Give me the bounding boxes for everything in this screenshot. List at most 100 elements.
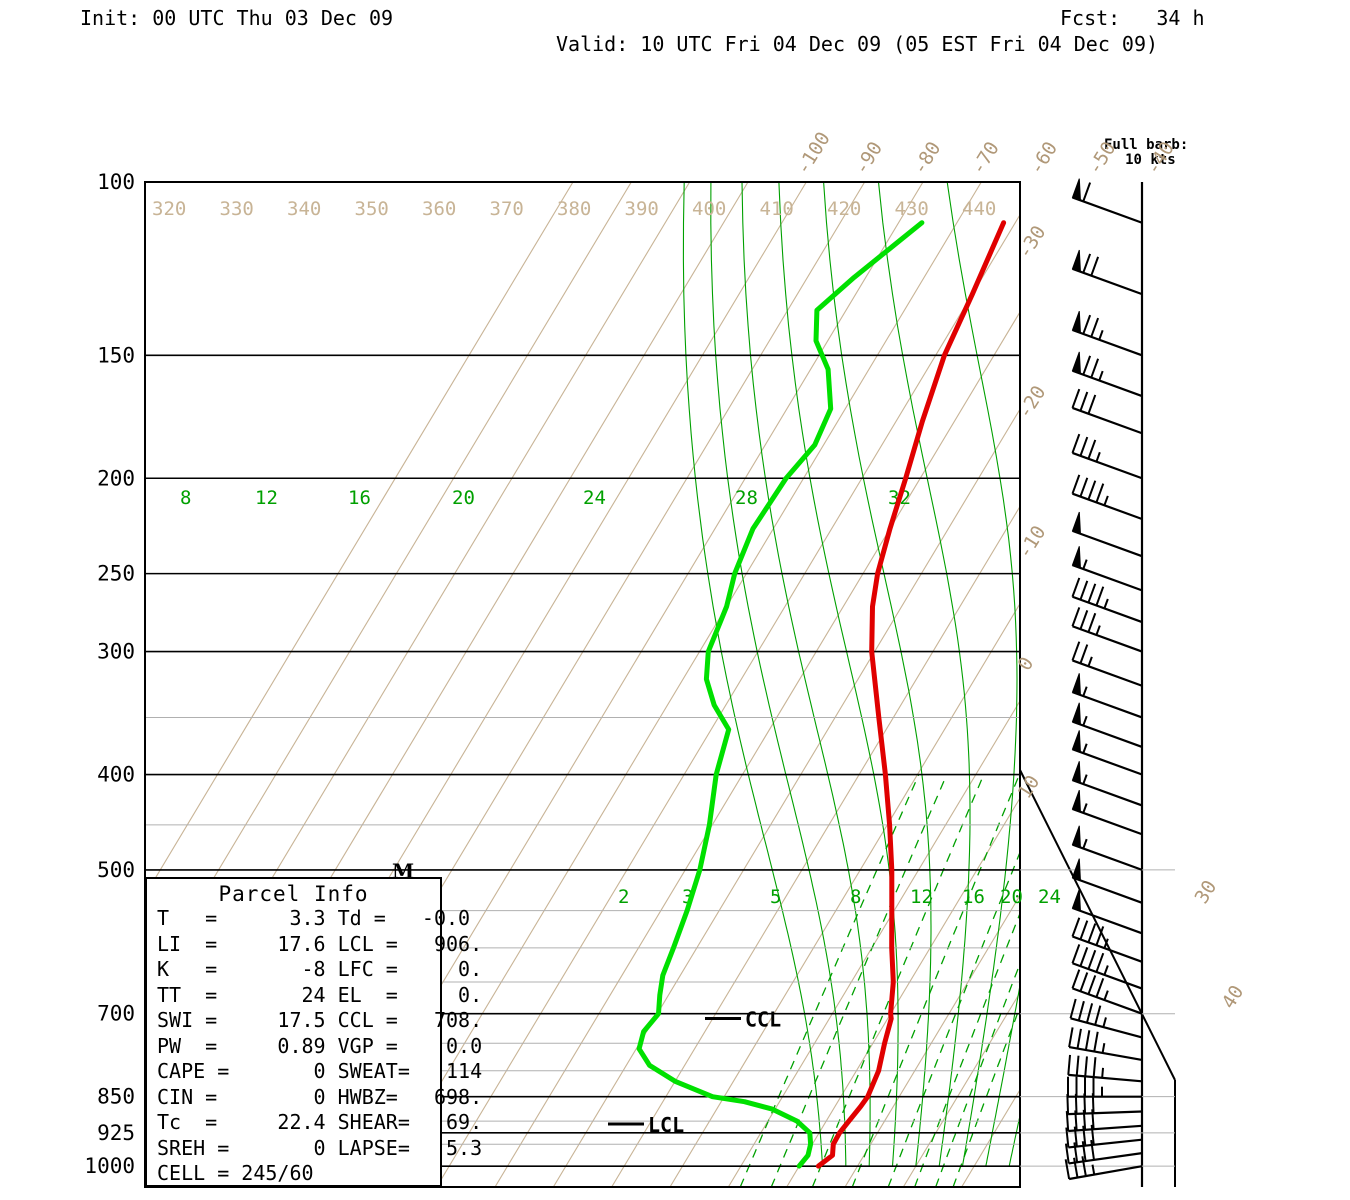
wind-barb-legend: Full barb: 10 kts	[1104, 137, 1189, 168]
pressure-tick-label: 700	[97, 1002, 135, 1026]
mixing-ratio-label: 12	[910, 886, 933, 908]
dewpoint-trace	[636, 220, 925, 1169]
dry-adiabat-label: 420	[827, 198, 861, 220]
parcel-info-rows: T = 3.3 Td = -0.0 LI = 17.6 LCL = 906. K =…	[147, 906, 483, 1187]
wind-barb	[1071, 641, 1143, 687]
dry-adiabat-label: 340	[287, 198, 321, 220]
wind-barb	[1071, 917, 1143, 963]
parcel-info-panel: Parcel Info T = 3.3 Td = -0.0 LI = 17.6 L…	[145, 877, 483, 1187]
parcel-info-row: CIN = 0 HWBZ= 698.	[157, 1084, 483, 1109]
wind-barb	[1071, 969, 1143, 1015]
isotherm-label-right: 10	[1014, 772, 1045, 803]
isotherm-label-top: -100	[792, 128, 835, 178]
wind-barb	[1067, 1054, 1143, 1083]
wind-barb	[1071, 761, 1143, 807]
wind-barb	[1071, 249, 1143, 296]
mixing-ratio-label: 2	[618, 886, 629, 908]
isotherm-label-top: -60	[1025, 138, 1062, 179]
pressure-tick-label: 200	[97, 466, 135, 490]
wind-barb	[1071, 944, 1143, 990]
mixing-ratio-label: 5	[770, 886, 781, 908]
pressure-tick-label: 850	[97, 1085, 135, 1109]
parcel-info-row: TT = 24 EL = 0.	[157, 982, 483, 1007]
wind-barb	[1071, 433, 1143, 480]
mixing-ratio-label: 8	[850, 886, 861, 908]
parcel-info-row: CAPE = 0 SWEAT= 114	[157, 1059, 483, 1083]
dry-adiabat-label: 440	[962, 198, 996, 220]
header-valid: Valid: 10 UTC Fri 04 Dec 09 (05 EST Fri …	[556, 32, 1159, 56]
wind-barb	[1064, 1156, 1143, 1181]
saturation-adiabat-label: 16	[348, 487, 371, 509]
isotherm-label-top: -70	[967, 138, 1004, 179]
wind-barb	[1071, 388, 1143, 435]
wind-barb	[1071, 351, 1143, 398]
wind-barb	[1071, 730, 1143, 776]
wind-barb	[1071, 702, 1143, 748]
parcel-info-row: SWI = 17.5 CCL = 708.	[157, 1008, 483, 1032]
wind-barb	[1071, 789, 1143, 836]
wind-barb	[1071, 577, 1143, 624]
wind-barb	[1071, 546, 1143, 592]
wind-barb	[1069, 998, 1143, 1039]
dry-adiabat-label: 330	[220, 198, 254, 220]
parcel-info-row: Tc = 22.4 SHEAR= 69.	[157, 1110, 483, 1134]
mixing-ratio-label: 3	[682, 886, 693, 908]
mixing-ratio-label: 16	[962, 886, 985, 908]
wind-barb	[1071, 858, 1143, 904]
isotherm-label-top: -90	[850, 138, 887, 179]
wind-barb	[1065, 1124, 1143, 1149]
wind-barb	[1067, 1076, 1142, 1098]
pressure-tick-label: 150	[97, 343, 135, 367]
temperature-trace	[815, 220, 1007, 1169]
dry-adiabat-label: 400	[692, 198, 726, 220]
wind-barb	[1068, 1027, 1143, 1062]
parcel-info-title: Parcel Info	[218, 882, 369, 906]
parcel-info-row: K = -8 LFC = 0.	[157, 957, 483, 981]
pressure-tick-label: 300	[97, 640, 135, 664]
mixing-ratio-label: 24	[1038, 886, 1061, 908]
dry-adiabat-label: 370	[490, 198, 524, 220]
pressure-tick-label: 500	[97, 858, 135, 882]
parcel-info-row: T = 3.3 Td = -0.0	[157, 906, 471, 930]
saturation-adiabat-label: 8	[180, 487, 191, 509]
wind-barb	[1071, 673, 1143, 719]
header-init: Init: 00 UTC Thu 03 Dec 09	[80, 6, 394, 30]
isotherm-label-top: -80	[909, 138, 946, 179]
pressure-tick-label: 100	[97, 170, 135, 194]
wind-barb	[1066, 1093, 1143, 1116]
pressure-tick-label: 400	[97, 763, 135, 787]
saturation-adiabat-label: 28	[735, 487, 758, 509]
parcel-info-row: PW = 0.89 VGP = 0.0	[157, 1033, 483, 1058]
wind-barb	[1071, 474, 1143, 521]
saturation-adiabat-label: 20	[452, 487, 475, 509]
parcel-info-row: SREH = 0 LAPSE= 5.3	[157, 1135, 483, 1160]
saturation-adiabat-label: 24	[583, 487, 606, 509]
parcel-info-row: LI = 17.6 LCL = 906.	[157, 931, 483, 956]
pressure-tick-label: 1000	[84, 1154, 135, 1178]
dry-adiabat-label: 380	[557, 198, 591, 220]
wind-barb	[1071, 825, 1143, 871]
ccl-label: CCL	[745, 1008, 781, 1032]
wind-barb	[1065, 1109, 1143, 1133]
isotherm-label-right: 40	[1218, 982, 1249, 1013]
dry-adiabat-label: 390	[625, 198, 659, 220]
dry-adiabat-label: 350	[355, 198, 389, 220]
wind-barb	[1071, 178, 1143, 224]
isotherm-label-top: -50	[1084, 138, 1121, 179]
lcl-label: LCL	[648, 1113, 684, 1137]
dry-adiabat-label: 410	[760, 198, 794, 220]
wind-barb	[1071, 607, 1143, 653]
wind-barb	[1064, 1139, 1143, 1165]
isotherm-label-top: -40	[1142, 138, 1179, 179]
parcel-info-row: CELL = 245/60	[157, 1161, 314, 1185]
dry-adiabat-label: 320	[152, 198, 186, 220]
isotherm-label-right: 30	[1191, 877, 1222, 908]
dry-adiabat-label: 360	[422, 198, 456, 220]
dry-adiabat-label: 430	[895, 198, 929, 220]
wind-barb	[1071, 311, 1143, 357]
header-fcst: Fcst: 34 h	[1060, 6, 1205, 30]
mixing-ratio-label: 20	[1000, 886, 1023, 908]
saturation-adiabat-label: 12	[255, 487, 278, 509]
wind-barb	[1071, 889, 1143, 935]
